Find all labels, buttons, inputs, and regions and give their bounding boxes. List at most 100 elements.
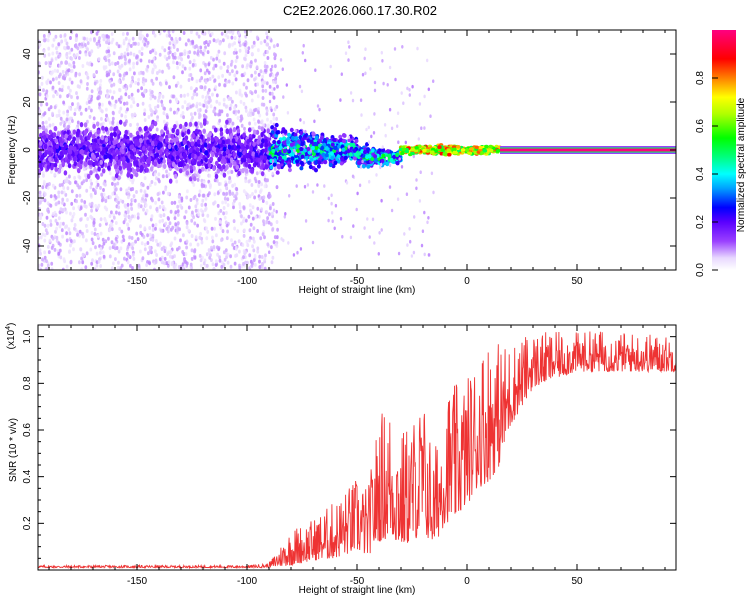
spectrogram-cell [163,261,166,266]
spectrogram-cell [155,76,159,81]
spectrogram-cell [134,80,138,85]
spectrogram-cell [197,161,202,167]
spectrogram-cell [59,34,63,39]
spectrogram-cell [230,144,234,150]
spectrogram-cell [158,136,163,142]
spectrogram-cell [80,198,84,203]
spectrogram-cell [358,160,362,165]
spectrogram-cell [75,130,80,136]
spectrogram-cell [119,95,123,100]
spectrogram-cell [236,128,241,134]
spectrogram-cell [241,64,245,69]
spectrogram-cell [154,200,158,205]
spectrogram-cell [250,263,254,268]
spectrogram-cell [221,200,225,205]
spectrogram-cell [97,259,101,264]
spectrogram-cell [250,73,254,78]
spectrogram-cell [101,237,105,242]
spectrogram-cell [46,38,50,43]
spectrogram-cell [182,233,185,238]
spectrogram-cell [268,36,271,41]
spectrogram-cell [118,88,122,93]
spectrogram-cell [95,31,99,36]
spectrogram-cell [269,120,273,124]
spectrogram-cell [163,249,167,254]
spectrogram-cell [134,239,138,244]
spectrogram-cell [48,134,52,141]
spectrogram-cell [157,172,161,177]
spectrogram-cell [66,186,70,191]
spectrogram-cell [230,238,233,243]
spectrogram-cell [68,121,71,126]
spectrogram-cell [237,239,241,244]
spectrogram-cell [91,145,96,151]
spectrogram-cell [114,257,117,262]
spectrogram-cell [63,33,67,38]
spectrogram-cell [146,40,150,45]
spectrogram-cell [54,157,58,163]
spectrogram-cell [47,117,51,121]
spectrogram-cell [110,266,114,270]
spectrogram-cell [241,243,245,247]
spectrogram-cell [43,198,47,203]
spectrogram-cell [266,50,269,54]
spectrogram-cell [121,199,125,204]
spectrogram-cell [299,130,304,136]
spectrogram-cell [100,116,103,121]
spectrogram-cell [169,107,173,112]
spectrogram-cell [98,102,101,107]
spectrogram-cell [128,218,132,223]
spectrogram-cell [214,112,217,117]
spectrogram-cell [218,101,221,106]
spectrogram-cell [98,36,101,41]
spectrogram-cell [298,84,302,89]
spectrogram-cell [271,148,276,154]
spectrogram-cell [96,205,99,210]
spectrogram-cell [119,246,123,251]
spectrogram-cell [99,83,102,88]
spectrogram-cell [201,210,205,214]
spectrogram-cell [395,152,400,157]
spectrogram-cell [155,206,159,211]
spectrogram-cell [78,185,82,190]
spectrogram-cell [66,198,69,202]
spectrogram-cell [301,51,304,55]
spectrogram-cell [67,85,70,90]
spectrogram-cell [100,172,104,177]
spectrogram-cell [56,69,59,74]
spectrogram-cell [189,73,193,77]
spectrogram-cell [275,130,280,135]
spectrogram-cell [225,80,229,84]
spectrogram-cell [83,161,87,167]
spectrogram-cell [102,241,106,246]
spectrogram-cell [160,129,164,135]
spectrogram-cell [100,198,104,203]
spectrogram-cell [264,88,268,93]
spectrogram-cell [143,112,146,116]
spectrogram-cell [232,50,236,55]
spectrogram-cell [139,164,144,171]
spectrogram-cell [231,201,235,206]
spectrogram-cell [126,244,130,249]
spectrogram-cell [208,95,211,100]
spectrogram-cell [207,100,211,105]
spectrogram-cell [72,136,76,142]
spectrogram-cell [39,213,42,218]
spectrogram-cell [289,142,294,147]
spectrogram-cell [68,174,71,179]
spectrogram-cell [138,126,142,132]
spectrogram-cell [64,38,67,43]
spectrogram-cell [44,61,48,66]
spectrogram-cell [120,263,124,268]
spectrogram-cell [93,166,97,171]
spectrogram-cell [172,75,176,80]
spectrogram-cell [264,147,268,153]
spectrogram-cell [272,112,276,117]
spectrogram-cell [217,182,221,186]
spectrogram-cell [167,172,171,177]
spectrogram-cell [351,142,356,148]
spectrogram-cell [138,71,141,76]
spectrogram-cell [143,176,147,181]
spectrogram-cell [176,65,180,70]
spectrogram-cell [225,223,229,228]
